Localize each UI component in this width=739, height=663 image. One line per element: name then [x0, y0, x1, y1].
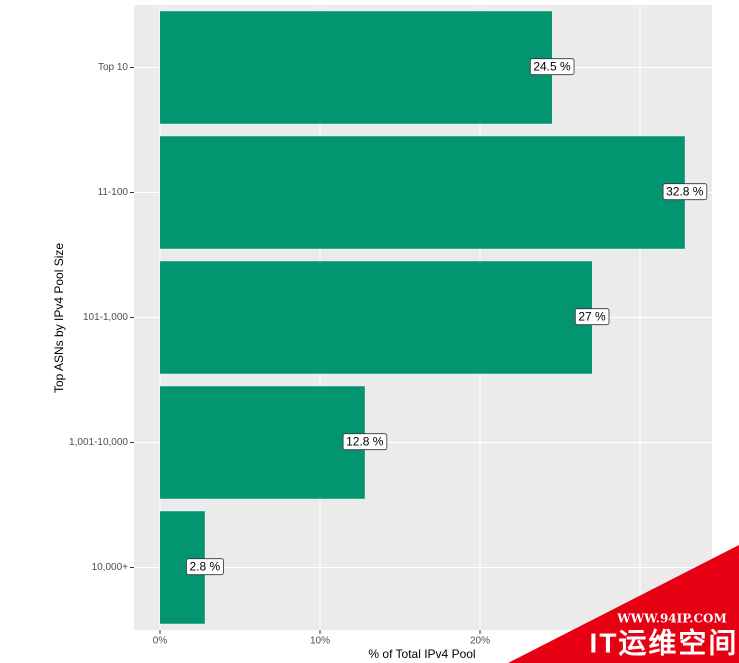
- value-label: 12.8 %: [346, 435, 384, 449]
- x-tick-label: 20%: [470, 636, 490, 647]
- bar: [160, 136, 685, 249]
- bar: [160, 11, 552, 124]
- y-axis-title: Top ASNs by IPv4 Pool Size: [52, 243, 66, 393]
- bar: [160, 261, 592, 374]
- y-tick-label: 101-1,000: [83, 312, 128, 323]
- watermark-text: IT运维空间: [590, 626, 739, 658]
- x-tick-label: 10%: [310, 636, 330, 647]
- value-label-box: [186, 558, 224, 576]
- value-label: 24.5 %: [533, 60, 571, 74]
- value-label: 2.8 %: [189, 560, 220, 574]
- x-axis-title: % of Total IPv4 Pool: [368, 647, 475, 661]
- x-tick-label: 0%: [153, 636, 168, 647]
- value-label-box: [529, 58, 575, 76]
- y-tick-label: 10,000+: [92, 562, 129, 573]
- watermark-url: WWW.94IP.COM: [616, 612, 727, 626]
- value-label-box: [342, 433, 388, 451]
- watermark-bg: [508, 545, 739, 663]
- y-tick-label: 1,001-10,000: [69, 437, 128, 448]
- bar: [160, 386, 365, 499]
- y-tick-label: 11-100: [98, 187, 129, 198]
- y-tick-label: Top 10: [98, 62, 128, 73]
- value-label-box: [662, 183, 708, 201]
- value-label: 27 %: [578, 310, 606, 324]
- watermark: WWW.94IP.COM IT运维空间: [508, 545, 739, 663]
- value-label-box: [574, 308, 610, 326]
- value-label: 32.8 %: [666, 185, 704, 199]
